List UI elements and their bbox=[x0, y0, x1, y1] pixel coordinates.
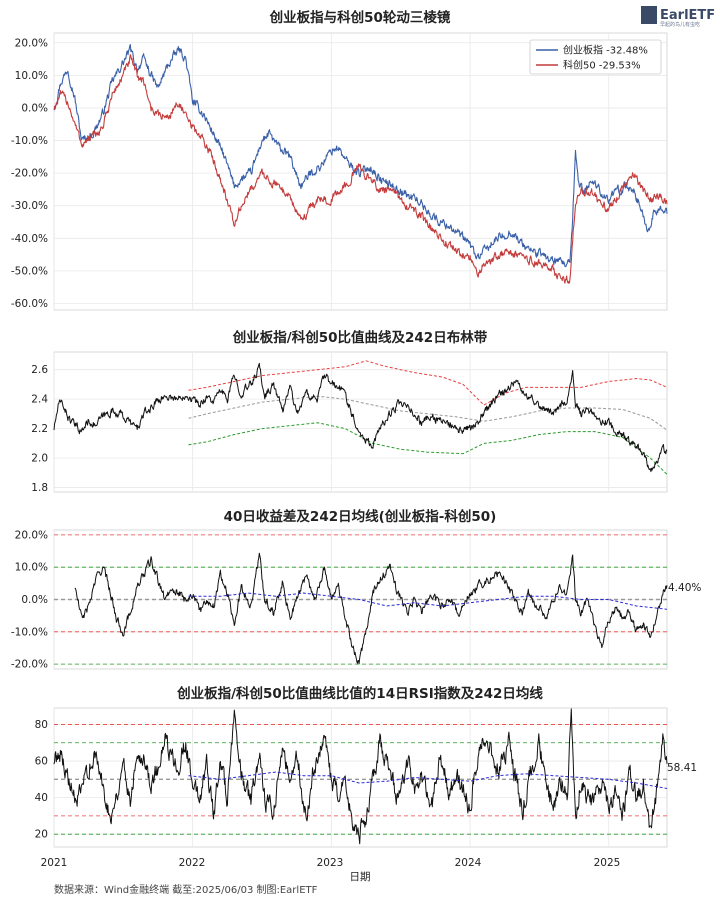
p4-series-rsi bbox=[53, 708, 668, 845]
p1-y-tick: -10.0% bbox=[11, 135, 48, 147]
p4-y-tick: 40 bbox=[35, 792, 48, 804]
logo-subtext: 早起的鸟儿有虫吃 bbox=[660, 21, 700, 28]
p2-y-tick: 2.6 bbox=[31, 364, 48, 376]
p2-y-tick: 2.0 bbox=[31, 453, 48, 465]
p2-series-lower bbox=[188, 422, 668, 475]
p1-y-tick: -60.0% bbox=[11, 298, 48, 310]
p2-y-tick: 2.4 bbox=[31, 394, 48, 406]
x-tick-2022: 2022 bbox=[179, 857, 206, 869]
x-axis-label: 日期 bbox=[350, 871, 371, 883]
logo-text: EarlETF bbox=[660, 8, 715, 23]
panel-return-diff: 20.0% 10.0% 0.0% -10.0% -20.0% bbox=[11, 529, 668, 671]
p1-y-tick: -40.0% bbox=[11, 233, 48, 245]
footer-source: 数据来源：Wind金融终端 截至:2025/06/03 制图:EarlETF bbox=[54, 883, 318, 896]
logo-mark-icon bbox=[641, 6, 657, 24]
panel4-title: 创业板指/科创50比值曲线比值的14日RSI指数及242日均线 bbox=[176, 685, 543, 702]
p2-plot-area bbox=[53, 351, 668, 493]
x-tick-2024: 2024 bbox=[455, 857, 482, 869]
p1-y-tick: 10.0% bbox=[15, 70, 48, 82]
x-tick-2023: 2023 bbox=[317, 857, 344, 869]
panel1-title: 创业板指与科创50轮动三棱镜 bbox=[269, 9, 451, 26]
p2-y-tick: 1.8 bbox=[31, 482, 48, 494]
p4-y-tick: 80 bbox=[35, 719, 48, 731]
diff-end-label: 4.40% bbox=[668, 582, 701, 594]
p3-y-tick: -10.0% bbox=[11, 626, 48, 638]
p2-series-ratio bbox=[53, 362, 668, 473]
p1-y-tick: -30.0% bbox=[11, 200, 48, 212]
p1-y-tick: -20.0% bbox=[11, 168, 48, 180]
legend-label-cyb: 创业板指 -32.48% bbox=[563, 44, 648, 57]
p2-y-tick: 2.2 bbox=[31, 423, 48, 435]
p3-y-tick: 10.0% bbox=[15, 562, 48, 574]
panel2-title: 创业板指/科创50比值曲线及242日布林带 bbox=[232, 329, 488, 346]
legend-box bbox=[529, 39, 662, 75]
p1-series-科创50 bbox=[53, 54, 668, 284]
panel-cumulative-returns: 20.0% 10.0% 0.0% -10.0% -20.0% -30.0% -40.0% -5… bbox=[11, 32, 668, 311]
p2-series-upper bbox=[188, 360, 668, 406]
legend-label-kc50: 科创50 -29.53% bbox=[563, 59, 641, 72]
p4-series-ma bbox=[188, 771, 668, 789]
earletf-logo: EarlETF 早起的鸟儿有虫吃 bbox=[641, 6, 715, 28]
x-tick-2021: 2021 bbox=[41, 857, 68, 869]
p3-series-ma bbox=[188, 592, 668, 610]
panel-rsi: 80 60 40 20 bbox=[35, 707, 668, 848]
panel3-title: 40日收益差及242日均线(创业板指-科创50) bbox=[224, 508, 497, 525]
legend: 创业板指 -32.48% 科创50 -29.53% bbox=[529, 39, 662, 75]
p4-y-tick: 20 bbox=[35, 829, 48, 841]
p4-y-tick: 60 bbox=[35, 756, 48, 768]
p1-y-tick: 0.0% bbox=[21, 102, 48, 114]
panel-ratio-bollinger: 2.6 2.4 2.2 2.0 1.8 bbox=[31, 351, 668, 494]
p3-y-tick: 20.0% bbox=[15, 529, 48, 541]
rsi-end-label: 58.41 bbox=[667, 762, 697, 774]
p2-series-mid bbox=[188, 395, 668, 431]
x-axis: 2021 2022 2023 2024 2025 日期 bbox=[41, 857, 621, 883]
p1-y-tick: -50.0% bbox=[11, 265, 48, 277]
p3-y-tick: 0.0% bbox=[21, 594, 48, 606]
p1-y-tick: 20.0% bbox=[15, 37, 48, 49]
x-tick-2025: 2025 bbox=[594, 857, 621, 869]
p3-series-diff bbox=[74, 552, 668, 665]
p3-y-tick: -20.0% bbox=[11, 659, 48, 671]
